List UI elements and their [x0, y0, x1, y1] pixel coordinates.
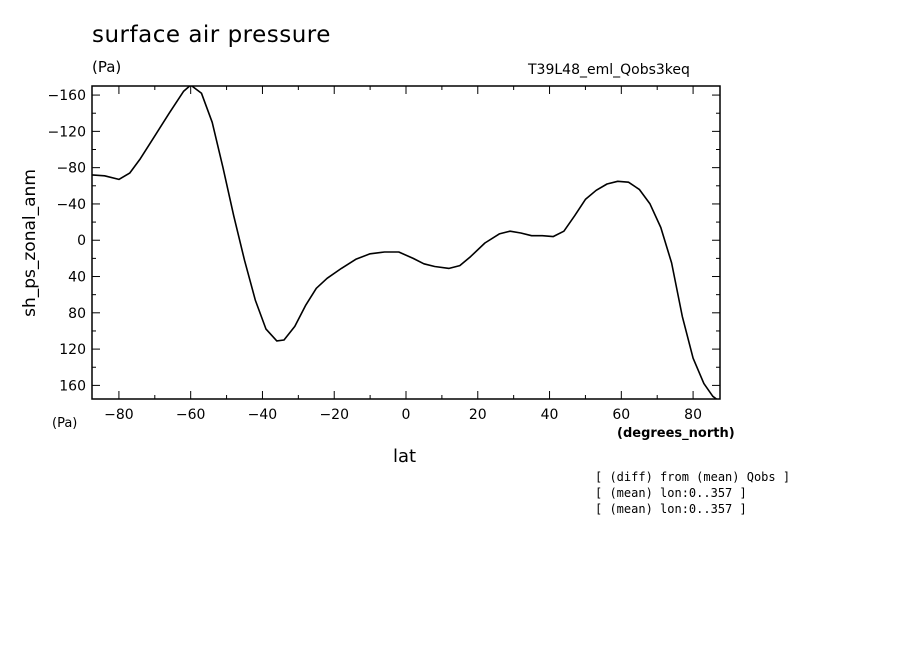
chart-title: surface air pressure	[92, 22, 331, 48]
plot-frame	[91, 85, 721, 400]
x-tick-label: 80	[684, 407, 702, 423]
x-tick-label: −80	[104, 407, 134, 423]
x-axis-units: (degrees_north)	[617, 426, 735, 441]
x-tick-label: 0	[402, 407, 411, 423]
y-tick-label: −40	[56, 197, 86, 213]
y-tick-label: 80	[68, 306, 86, 322]
x-tick-label: 40	[541, 407, 559, 423]
y-tick-label: 0	[77, 233, 86, 249]
units-label-top: (Pa)	[92, 58, 122, 76]
series-line	[92, 86, 718, 399]
y-tick-label: 120	[59, 342, 86, 358]
y-tick-label: 40	[68, 270, 86, 286]
y-tick-label: −120	[48, 124, 86, 140]
x-axis-label: lat	[393, 446, 417, 467]
units-label-bottom: (Pa)	[52, 416, 78, 431]
y-tick-label: −160	[48, 88, 86, 104]
annotation-line: [ (diff) from (mean) Qobs ]	[595, 470, 791, 484]
annotation-line: [ (mean) lon:0..357 ]	[595, 502, 747, 516]
y-tick-label: −80	[56, 161, 86, 177]
x-tick-label: 20	[469, 407, 487, 423]
run-id-label: T39L48_eml_Qobs3keq	[528, 62, 690, 78]
x-tick-label: −40	[248, 407, 278, 423]
x-tick-label: −60	[176, 407, 206, 423]
y-tick-label: 160	[59, 378, 86, 394]
x-tick-label: −20	[319, 407, 349, 423]
annotation-line: [ (mean) lon:0..357 ]	[595, 486, 747, 500]
x-tick-label: 60	[612, 407, 630, 423]
